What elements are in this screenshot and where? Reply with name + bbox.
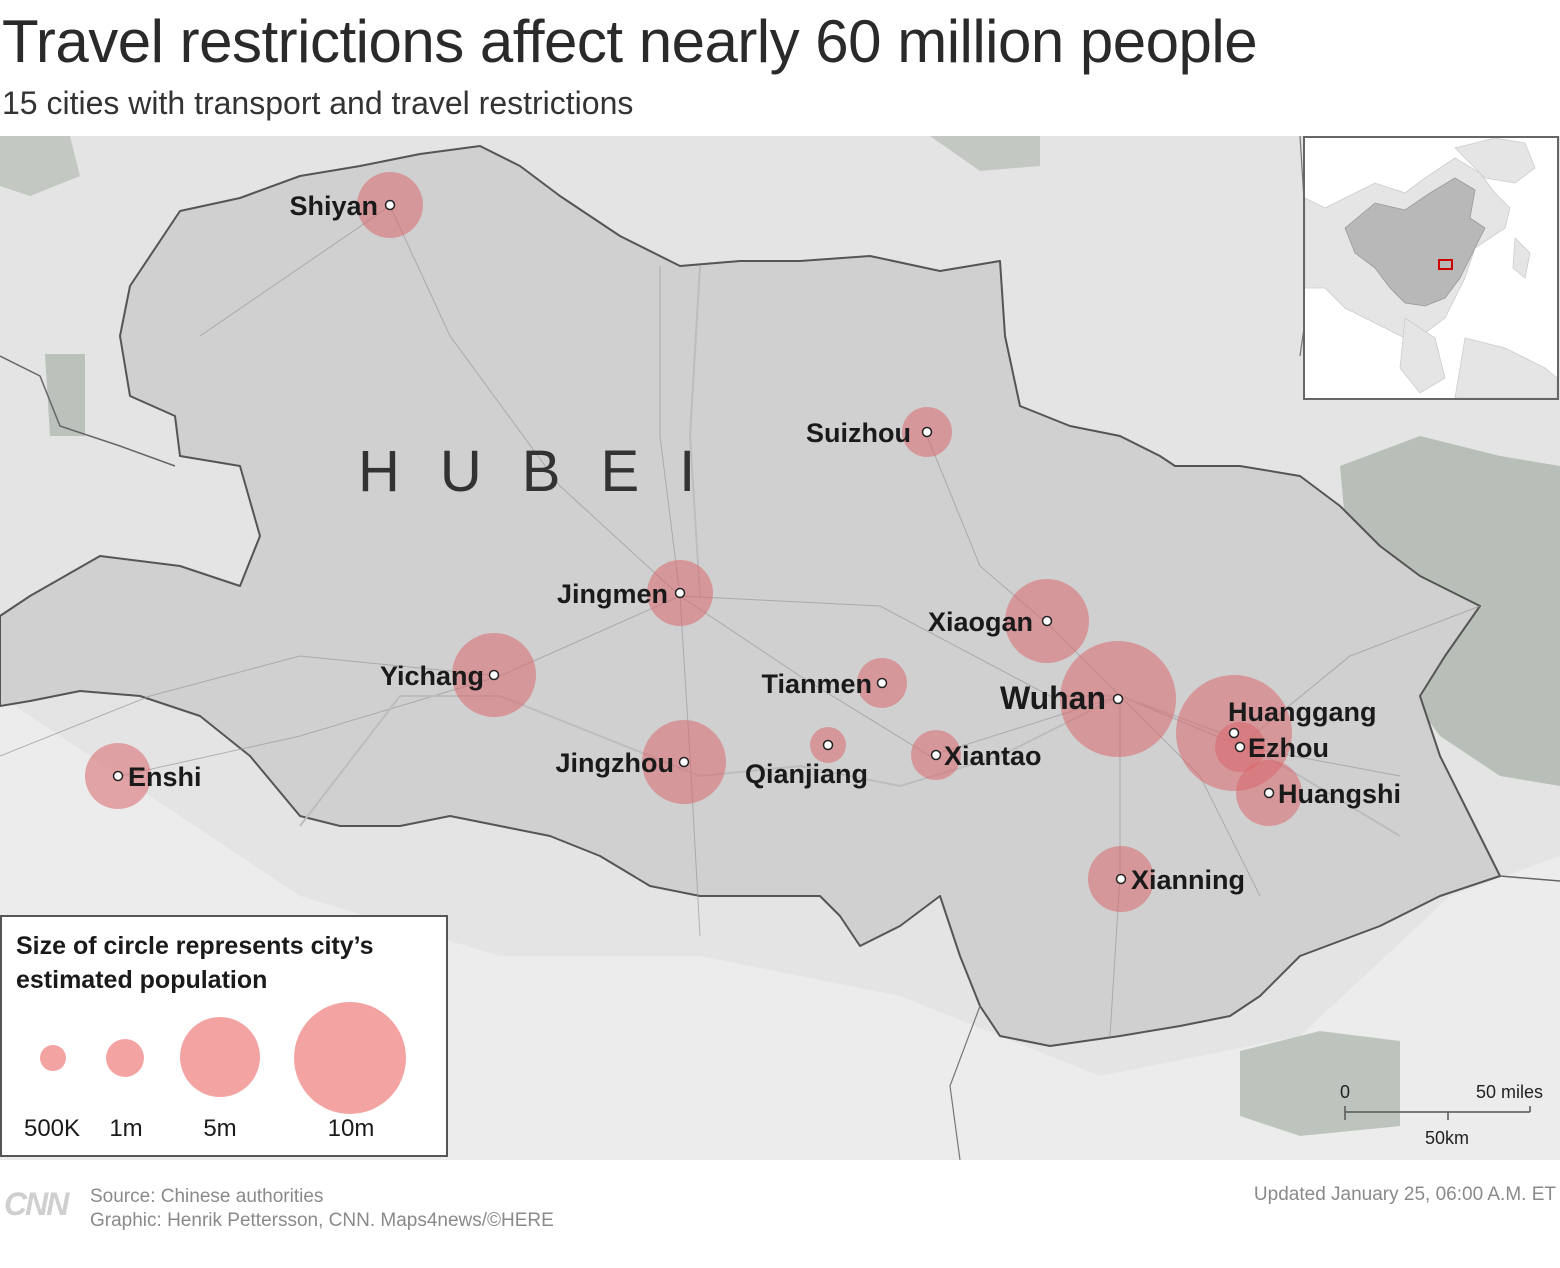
city-label: Xiantao (944, 741, 1042, 771)
hubei-highlight (1438, 259, 1453, 270)
city-label: Tianmen (761, 669, 872, 699)
province-border (949, 1005, 981, 1160)
city-label: Huangshi (1278, 779, 1401, 809)
legend-label: 10m (327, 1115, 375, 1142)
city-marker[interactable] (930, 749, 942, 761)
graphic-credit: Graphic: Henrik Pettersson, CNN. Maps4ne… (90, 1210, 554, 1231)
updated-timestamp: Updated January 25, 06:00 A.M. ET (1253, 1184, 1556, 1205)
forest-area (45, 354, 85, 436)
city-label: Xianning (1131, 865, 1245, 895)
scale-miles: 50 miles (1476, 1082, 1544, 1102)
city-marker[interactable] (1115, 873, 1127, 885)
province-border (0, 355, 176, 467)
city-marker[interactable] (384, 199, 396, 211)
city-label: Qianjiang (745, 759, 868, 789)
city-label: Xiaogan (928, 607, 1033, 637)
cnn-logo: CNN (4, 1186, 69, 1222)
scale-zero: 0 (1340, 1082, 1351, 1102)
city-marker[interactable] (1041, 615, 1053, 627)
region-label: HUBEI (358, 439, 735, 504)
source-text: Source: Chinese authorities (90, 1186, 324, 1207)
legend-label: 5m (203, 1115, 237, 1142)
forest-area (930, 136, 1040, 171)
hubei-province (0, 145, 1501, 1047)
city-label: Ezhou (1248, 733, 1329, 763)
city-label: Suizhou (806, 418, 911, 448)
city-label: Yichang (380, 661, 484, 691)
city-marker[interactable] (822, 739, 834, 751)
legend: Size of circle represents city’s estimat… (0, 915, 448, 1157)
legend-circle-500k (40, 1045, 66, 1071)
cities-layer: Shiyan Suizhou Jingmen Xiaogan Yichang Tianme… (85, 172, 1401, 912)
scale-km: 50km (1425, 1128, 1470, 1148)
city-marker[interactable] (674, 587, 686, 599)
city-label: Jingzhou (556, 748, 674, 778)
legend-circle-10m (294, 1002, 406, 1114)
legend-title: Size of circle represents city’s estimat… (16, 932, 374, 994)
city-marker[interactable] (1234, 741, 1246, 753)
city-marker[interactable] (1263, 787, 1275, 799)
chart-title: Travel restrictions affect nearly 60 mil… (2, 8, 1258, 75)
china-shape (1344, 177, 1486, 307)
city-marker[interactable] (876, 677, 888, 689)
scale-bar: 0 50 miles 50km (1330, 1082, 1560, 1152)
city-marker[interactable] (678, 756, 690, 768)
city-label: Wuhan (1000, 680, 1106, 716)
city-marker[interactable] (488, 669, 500, 681)
forest-area (0, 136, 80, 196)
province-border (1499, 875, 1560, 882)
city-label: Jingmen (557, 579, 668, 609)
city-label: Shiyan (289, 191, 378, 221)
city-label: Enshi (128, 762, 202, 792)
legend-label: 500K (23, 1115, 81, 1142)
legend-label: 1m (109, 1115, 143, 1142)
legend-circle-1m (106, 1039, 144, 1077)
source-credits: Source: Chinese authorities Graphic: Hen… (90, 1185, 554, 1233)
city-marker[interactable] (1112, 693, 1124, 705)
forest-area (1240, 1031, 1400, 1136)
chart-subtitle: 15 cities with transport and travel rest… (2, 85, 634, 121)
inset-map-svg (1305, 138, 1557, 398)
city-marker[interactable] (1228, 727, 1240, 739)
land-shape (1454, 337, 1557, 398)
land-shape (1399, 317, 1446, 394)
land-shape (1512, 237, 1531, 279)
city-marker[interactable] (921, 426, 933, 438)
land-shape (1454, 138, 1536, 184)
city-marker[interactable] (112, 770, 124, 782)
scale-line (1344, 1106, 1531, 1120)
city-label: Huanggang (1228, 697, 1377, 727)
legend-circle-5m (180, 1017, 260, 1097)
inset-map (1303, 136, 1559, 400)
